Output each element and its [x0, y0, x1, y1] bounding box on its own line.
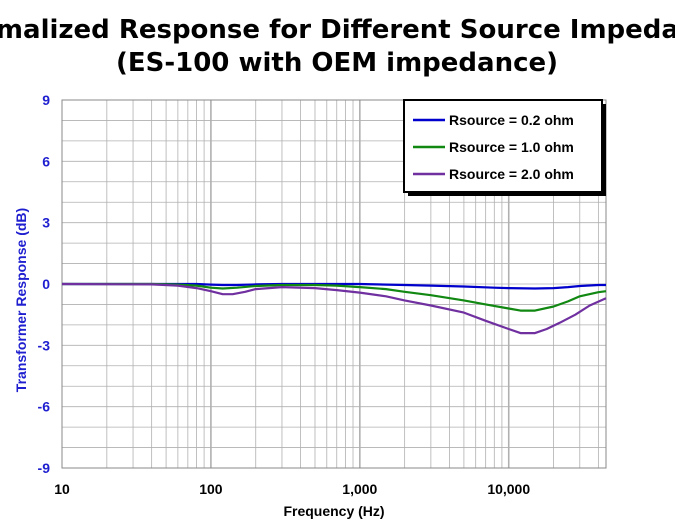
y-tick-label: 9 — [42, 92, 50, 108]
x-axis-label: Frequency (Hz) — [283, 503, 384, 519]
y-tick-label: -6 — [38, 399, 51, 415]
axis-ticks: 10 100 1,000 10,000 9 6 3 0 -3 -6 -9 — [38, 92, 531, 497]
legend-label-1: Rsource = 0.2 ohm — [449, 112, 574, 128]
legend-label-2: Rsource = 1.0 ohm — [449, 139, 574, 155]
x-tick-label: 10 — [54, 481, 70, 497]
y-tick-label: -9 — [38, 460, 51, 476]
y-tick-label: 3 — [42, 215, 50, 231]
x-tick-label: 100 — [199, 481, 223, 497]
y-tick-label: -3 — [38, 337, 51, 353]
legend-items: Rsource = 0.2 ohm Rsource = 1.0 ohm Rsourc… — [413, 112, 574, 182]
series-line-2 — [62, 282, 607, 312]
y-axis-label: Transformer Response (dB) — [13, 208, 29, 392]
legend: Rsource = 0.2 ohm Rsource = 1.0 ohm Rsourc… — [403, 99, 606, 196]
x-tick-label: 1,000 — [342, 481, 377, 497]
series-line-3 — [61, 282, 607, 335]
y-tick-label: 6 — [42, 153, 50, 169]
y-tick-label: 0 — [42, 276, 50, 292]
legend-label-3: Rsource = 2.0 ohm — [449, 166, 574, 182]
chart-title-line-1: Normalized Response for Different Source… — [0, 15, 675, 45]
chart-title-line-2: (ES-100 with OEM impedance) — [116, 48, 558, 78]
series-line-1 — [62, 282, 606, 290]
series-lines — [61, 282, 607, 335]
x-tick-label: 10,000 — [487, 481, 530, 497]
